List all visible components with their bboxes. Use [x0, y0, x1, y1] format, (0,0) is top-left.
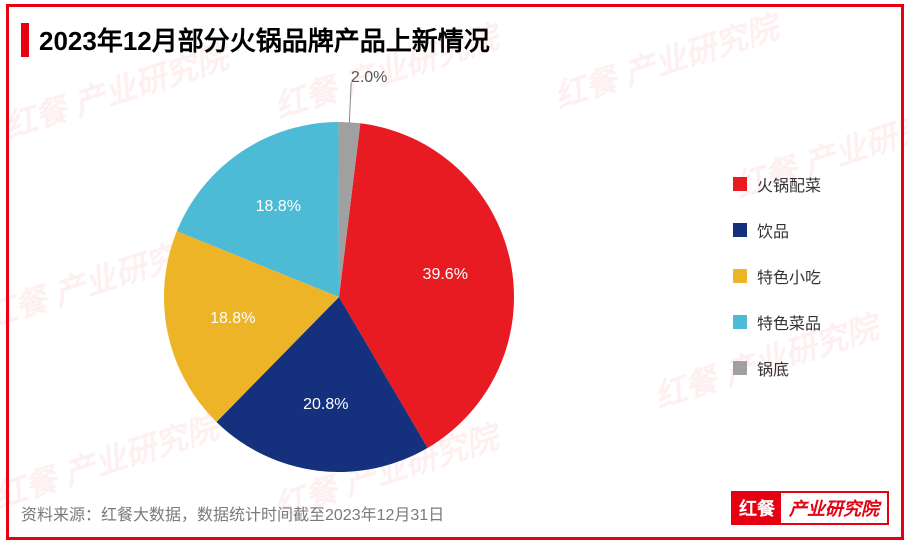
watermark: 红餐 产业研究院 — [548, 2, 784, 118]
legend: 火锅配菜饮品特色小吃特色菜品锅底 — [733, 172, 821, 402]
source-text: 资料来源：红餐大数据，数据统计时间截至2023年12月31日 — [21, 501, 444, 525]
pie-slice-label: 18.8% — [256, 198, 301, 216]
legend-label: 锅底 — [757, 356, 789, 380]
brand-logo: 红餐 — [733, 493, 781, 523]
legend-item: 特色菜品 — [733, 310, 821, 334]
legend-item: 特色小吃 — [733, 264, 821, 288]
brand-badge: 红餐 产业研究院 — [731, 491, 889, 525]
legend-label: 饮品 — [757, 218, 789, 242]
chart-title: 2023年12月部分火锅品牌产品上新情况 — [39, 21, 490, 58]
legend-label: 火锅配菜 — [757, 172, 821, 196]
legend-item: 锅底 — [733, 356, 821, 380]
pie-slice-label: 18.8% — [210, 310, 255, 328]
title-accent — [21, 23, 29, 57]
chart-frame: 红餐 产业研究院 红餐 产业研究院 红餐 产业研究院 红餐 产业研究院 红餐 产… — [6, 4, 904, 540]
legend-item: 饮品 — [733, 218, 821, 242]
legend-swatch — [733, 361, 747, 375]
pie-chart: 39.6% 20.8% 18.8% 18.8% 2.0% — [129, 67, 549, 487]
pie-slice-label: 20.8% — [303, 396, 348, 414]
brand-text: 产业研究院 — [781, 495, 887, 521]
title-bar: 2023年12月部分火锅品牌产品上新情况 — [21, 21, 490, 58]
legend-swatch — [733, 269, 747, 283]
pie-slice-label: 39.6% — [423, 266, 468, 284]
legend-label: 特色菜品 — [757, 310, 821, 334]
legend-item: 火锅配菜 — [733, 172, 821, 196]
pie-slice-label: 2.0% — [351, 69, 387, 87]
legend-swatch — [733, 223, 747, 237]
legend-label: 特色小吃 — [757, 264, 821, 288]
legend-swatch — [733, 177, 747, 191]
legend-swatch — [733, 315, 747, 329]
